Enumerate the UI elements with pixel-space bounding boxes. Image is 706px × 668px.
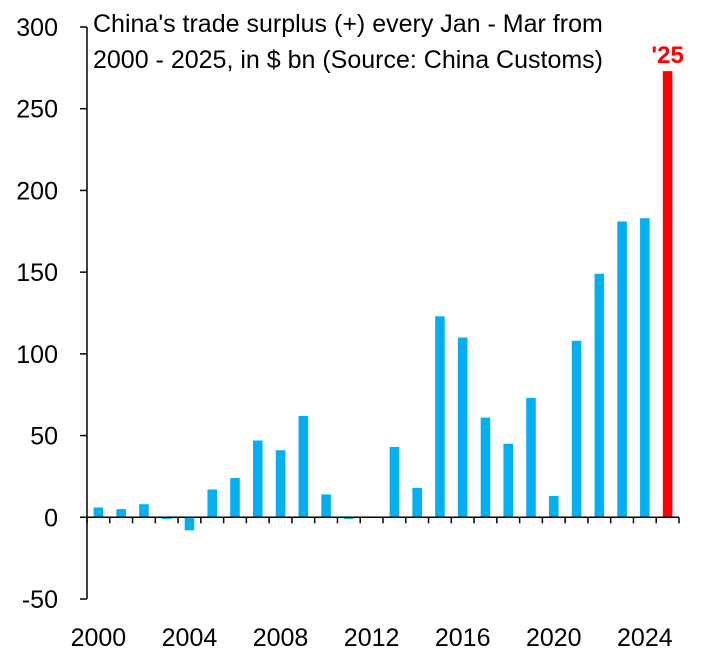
y-tick-label-150: 150 bbox=[16, 259, 58, 287]
y-tick-label--50: -50 bbox=[22, 586, 58, 614]
bar-2010 bbox=[321, 494, 331, 518]
bar-2015 bbox=[435, 316, 445, 518]
x-tick-label-2016: 2016 bbox=[435, 624, 491, 652]
bar-2004 bbox=[184, 517, 195, 531]
x-tick-label-2024: 2024 bbox=[617, 624, 673, 652]
y-tick-label-0: 0 bbox=[44, 504, 58, 532]
bar-2025 bbox=[662, 71, 673, 518]
bar-2018 bbox=[503, 443, 514, 518]
highlight-label: '25 bbox=[651, 42, 683, 69]
axes-group bbox=[80, 26, 680, 600]
y-tick-label-100: 100 bbox=[16, 341, 58, 369]
bar-2000 bbox=[93, 507, 104, 518]
bar-2019 bbox=[526, 397, 536, 518]
x-tick-label-2000: 2000 bbox=[71, 624, 127, 652]
bar-2009 bbox=[298, 415, 309, 518]
bar-2002 bbox=[139, 504, 149, 518]
x-tick-label-2020: 2020 bbox=[526, 624, 582, 652]
y-tick-label-200: 200 bbox=[16, 177, 58, 205]
bar-2001 bbox=[116, 509, 126, 518]
bar-2003 bbox=[161, 517, 172, 519]
chart-title-line-1: China's trade surplus (+) every Jan - Ma… bbox=[93, 10, 603, 38]
bar-2014 bbox=[412, 487, 422, 518]
bar-2011 bbox=[344, 517, 354, 519]
bar-2016 bbox=[457, 337, 468, 518]
bar-2021 bbox=[571, 340, 582, 518]
bar-2013 bbox=[389, 447, 400, 518]
chart-title-line-2: 2000 - 2025, in $ bn (Source: China Cust… bbox=[93, 46, 603, 74]
y-tick-label-250: 250 bbox=[16, 96, 58, 124]
y-tick-label-50: 50 bbox=[30, 423, 58, 451]
bar-2020 bbox=[548, 496, 559, 518]
x-tick-label-2008: 2008 bbox=[253, 624, 309, 652]
bar-2024 bbox=[640, 218, 650, 518]
labels-group: -50 0 50 100 150 200 250 300 2000 2004 2008 2012 201… bbox=[16, 14, 684, 652]
x-tick-label-2012: 2012 bbox=[344, 624, 400, 652]
bar-2006 bbox=[230, 478, 240, 518]
bar-2007 bbox=[252, 440, 263, 518]
bar-2005 bbox=[207, 489, 218, 518]
bar-2008 bbox=[275, 450, 286, 518]
bar-2022 bbox=[594, 273, 605, 518]
bar-2023 bbox=[617, 221, 627, 518]
y-tick-label-300: 300 bbox=[16, 14, 58, 42]
x-tick-label-2004: 2004 bbox=[162, 624, 218, 652]
bars-group bbox=[93, 71, 673, 531]
bar-2017 bbox=[480, 417, 491, 518]
